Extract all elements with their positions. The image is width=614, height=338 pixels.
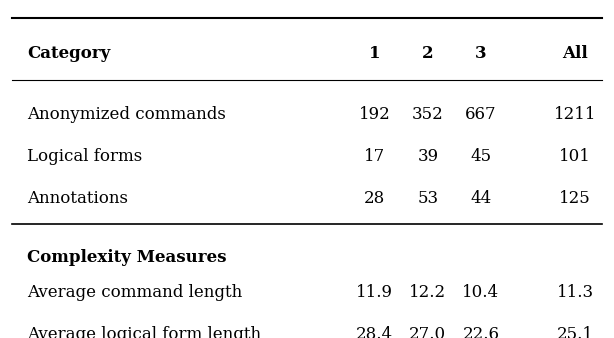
Text: 22.6: 22.6 — [462, 326, 499, 338]
Text: 2: 2 — [422, 45, 433, 62]
Text: 101: 101 — [559, 148, 591, 165]
Text: Logical forms: Logical forms — [27, 148, 142, 165]
Text: 3: 3 — [475, 45, 487, 62]
Text: 667: 667 — [465, 106, 497, 123]
Text: 28: 28 — [364, 190, 386, 207]
Text: Annotations: Annotations — [27, 190, 128, 207]
Text: 39: 39 — [418, 148, 438, 165]
Text: 10.4: 10.4 — [462, 284, 499, 301]
Text: 352: 352 — [412, 106, 444, 123]
Text: 45: 45 — [470, 148, 491, 165]
Text: All: All — [562, 45, 588, 62]
Text: 28.4: 28.4 — [356, 326, 394, 338]
Text: 125: 125 — [559, 190, 591, 207]
Text: 12.2: 12.2 — [410, 284, 446, 301]
Text: Average logical form length: Average logical form length — [27, 326, 261, 338]
Text: 25.1: 25.1 — [557, 326, 594, 338]
Text: 53: 53 — [418, 190, 438, 207]
Text: Anonymized commands: Anonymized commands — [27, 106, 226, 123]
Text: 44: 44 — [470, 190, 492, 207]
Text: 1: 1 — [369, 45, 381, 62]
Text: 1211: 1211 — [554, 106, 596, 123]
Text: 11.3: 11.3 — [557, 284, 594, 301]
Text: Complexity Measures: Complexity Measures — [27, 249, 227, 266]
Text: 192: 192 — [359, 106, 391, 123]
Text: Average command length: Average command length — [27, 284, 243, 301]
Text: 27.0: 27.0 — [410, 326, 446, 338]
Text: 17: 17 — [364, 148, 386, 165]
Text: 11.9: 11.9 — [356, 284, 394, 301]
Text: Category: Category — [27, 45, 111, 62]
